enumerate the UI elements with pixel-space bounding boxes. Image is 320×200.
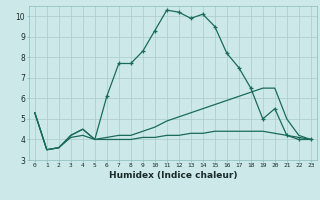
X-axis label: Humidex (Indice chaleur): Humidex (Indice chaleur) xyxy=(108,171,237,180)
